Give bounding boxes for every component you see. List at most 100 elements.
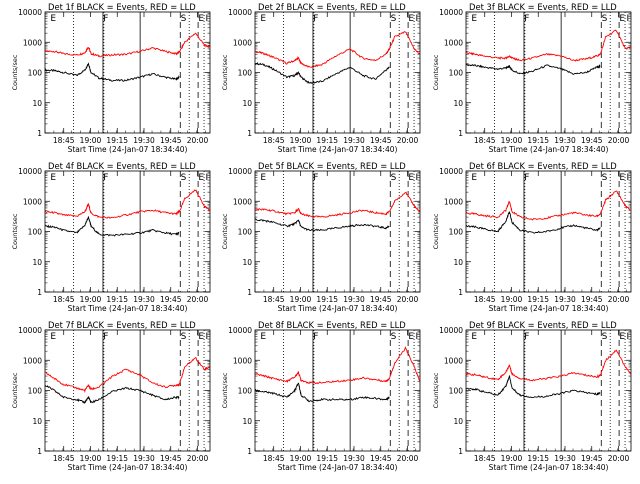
y-tick-label: 100: [449, 387, 464, 396]
x-tick-label: 19:00: [290, 295, 312, 304]
x-tick-label: 19:45: [370, 295, 392, 304]
plot-panel: Det 7f BLACK = Events, RED = LLD Counts/s…: [11, 320, 211, 472]
x-tick-label: 19:30: [554, 295, 576, 304]
y-tick-label: 100: [238, 69, 253, 78]
y-tick-label: 100: [449, 228, 464, 237]
flag-label: S: [391, 173, 397, 183]
flag-label: F: [103, 173, 108, 183]
y-tick-label: 1: [37, 129, 42, 138]
y-axis-label: Counts/sec: [221, 372, 229, 408]
y-tick-label: 1000: [23, 356, 42, 365]
flag-label: S: [602, 14, 608, 24]
x-tick-label: 20:00: [608, 295, 630, 304]
y-tick-label: 1000: [233, 356, 252, 365]
y-tick-label: 10000: [439, 326, 463, 335]
lld-series-line: [465, 190, 632, 221]
y-tick-label: 10: [453, 99, 463, 108]
x-tick-label: 19:45: [160, 295, 182, 304]
x-tick-label: 19:15: [316, 454, 338, 463]
y-tick-label: 1000: [444, 197, 463, 206]
y-tick-label: 100: [449, 69, 464, 78]
x-tick-label: 19:30: [343, 136, 365, 145]
y-axis-label: Counts/sec: [432, 372, 440, 408]
flag-label: E: [198, 332, 204, 342]
y-axis-label: Counts/sec: [11, 372, 19, 408]
flag-label: F: [313, 173, 318, 183]
x-tick-label: 19:00: [80, 295, 102, 304]
events-series-line: [44, 385, 180, 404]
y-tick-label: 100: [28, 387, 43, 396]
x-tick-label: 19:00: [501, 295, 523, 304]
flag-label: E: [50, 14, 56, 24]
flag-label: I: [627, 332, 630, 342]
flag-label: E: [260, 332, 266, 342]
flag-label: E: [198, 14, 204, 24]
x-tick-label: 18:45: [263, 454, 285, 463]
x-tick-label: 19:30: [554, 454, 576, 463]
flag-label: I: [416, 332, 419, 342]
x-axis-label: Start Time (24-Jan-07 18:34:40): [278, 145, 398, 154]
x-axis-label: Start Time (24-Jan-07 18:34:40): [278, 463, 398, 472]
x-tick-label: 18:45: [474, 454, 496, 463]
flag-label: E: [471, 332, 477, 342]
y-axis-label: Counts/sec: [432, 213, 440, 249]
events-series-line: [44, 62, 180, 82]
y-tick-label: 10: [453, 417, 463, 426]
y-tick-label: 1: [458, 129, 463, 138]
panel-title: Det 8f BLACK = Events, RED = LLD: [258, 320, 406, 330]
x-tick-label: 19:15: [527, 295, 549, 304]
plot-panel: Det 1f BLACK = Events, RED = LLD Counts/s…: [11, 2, 211, 154]
x-tick-label: 19:30: [133, 454, 155, 463]
x-tick-label: 18:45: [53, 295, 75, 304]
y-tick-label: 1000: [23, 38, 42, 47]
x-tick-label: 19:45: [370, 136, 392, 145]
y-tick-label: 1000: [444, 356, 463, 365]
x-tick-label: 20:00: [608, 136, 630, 145]
plot-panel: Det 3f BLACK = Events, RED = LLD Counts/s…: [432, 2, 632, 154]
flag-label: S: [181, 332, 187, 342]
y-tick-label: 10000: [18, 326, 42, 335]
lld-series-line: [44, 32, 211, 58]
x-axis-label: Start Time (24-Jan-07 18:34:40): [68, 145, 188, 154]
y-tick-label: 1: [458, 447, 463, 456]
plot-panel: Det 4f BLACK = Events, RED = LLD Counts/s…: [11, 161, 211, 313]
panel-title: Det 5f BLACK = Events, RED = LLD: [258, 161, 406, 171]
y-tick-label: 10: [32, 258, 42, 267]
flag-label: S: [181, 14, 187, 24]
x-tick-label: 18:45: [474, 295, 496, 304]
flag-label: E: [408, 14, 414, 24]
flag-label: E: [198, 173, 204, 183]
flag-label: I: [627, 173, 630, 183]
x-tick-label: 19:15: [106, 136, 128, 145]
lld-series-line: [465, 349, 632, 382]
y-tick-label: 10000: [18, 8, 42, 17]
x-tick-label: 19:00: [290, 136, 312, 145]
x-tick-label: 19:30: [343, 454, 365, 463]
x-tick-label: 19:00: [80, 136, 102, 145]
flag-label: F: [313, 14, 318, 24]
events-series-line: [254, 218, 390, 232]
flag-label: E: [408, 332, 414, 342]
y-tick-label: 1000: [444, 38, 463, 47]
y-tick-label: 10: [242, 258, 252, 267]
x-tick-label: 19:30: [133, 295, 155, 304]
flag-label: F: [103, 332, 108, 342]
flag-label: I: [416, 173, 419, 183]
events-series-line: [254, 61, 390, 85]
x-tick-label: 19:00: [290, 454, 312, 463]
flag-label: E: [408, 173, 414, 183]
plot-panel: Det 2f BLACK = Events, RED = LLD Counts/s…: [221, 2, 421, 154]
x-axis-label: Start Time (24-Jan-07 18:34:40): [68, 463, 188, 472]
y-tick-label: 10: [242, 99, 252, 108]
x-tick-label: 20:00: [397, 454, 419, 463]
lld-series-line: [254, 191, 421, 218]
y-tick-label: 10000: [228, 167, 252, 176]
x-axis-label: Start Time (24-Jan-07 18:34:40): [68, 304, 188, 313]
x-axis-label: Start Time (24-Jan-07 18:34:40): [489, 463, 609, 472]
y-tick-label: 10: [32, 417, 42, 426]
flag-label: E: [619, 14, 625, 24]
y-tick-label: 10000: [18, 167, 42, 176]
flag-label: F: [103, 14, 108, 24]
x-axis-label: Start Time (24-Jan-07 18:34:40): [489, 304, 609, 313]
